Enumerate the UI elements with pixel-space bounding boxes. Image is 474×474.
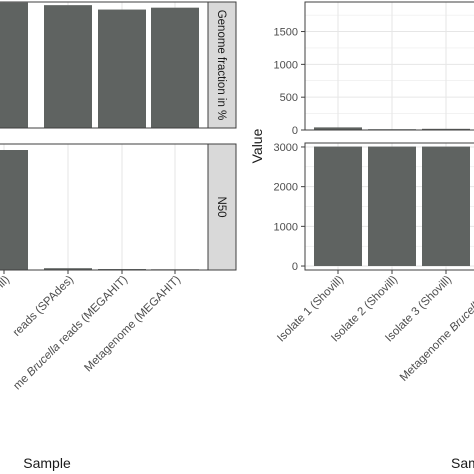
x-tick-label: (Shovill) [0,274,12,312]
bar [422,128,470,130]
bar [44,5,92,128]
facet-strip [207,143,237,271]
facet-strip [207,1,237,129]
y-tick-label: 1000 [274,221,298,233]
y-tick-label: 1000 [274,59,298,71]
x-axis-title: Sample [23,455,71,471]
panel-background [305,2,474,130]
bars [0,150,199,270]
y-tick-label: 500 [280,92,298,104]
y-tick-label: 1500 [274,27,298,39]
chart-2-panel-2: 0 1000 2000 3000 [274,142,474,274]
y-tick-label: 0 [292,125,298,137]
bar [0,2,28,128]
panel-background [0,144,208,270]
bar [314,146,362,267]
y-tick-label: 3000 [274,142,298,154]
chart-1-panel-1: Genome fraction in % [0,1,237,129]
bar [0,150,28,270]
y-tick-label: 2000 [274,182,298,194]
y-tick-label: 0 [292,261,298,273]
bars [0,2,199,128]
facet-strip-label: Genome fraction in % [215,10,227,121]
bar [151,7,199,128]
x-tick-label: Metagenome (MEGAHIT) [82,274,183,375]
panel-border [304,1,474,131]
x-tick-label: me Brucella reads (MEGAHIT) [11,274,130,393]
bar [422,146,470,267]
bars [314,146,470,267]
bar [314,127,362,130]
bar [44,268,92,270]
chart-1: Genome fraction in %N50(Shovill) reads (… [0,1,237,471]
bar [368,146,416,267]
x-axis-title: Sam [451,455,474,471]
panel-border [304,142,474,271]
chart-1-panel-2: N50 [0,143,237,274]
bar [98,9,146,128]
chart-2-panel-1: 0 500 1000 1500 [274,1,474,137]
y-axis-title: Value [249,128,265,163]
facet-strip-label: N50 [215,196,227,217]
